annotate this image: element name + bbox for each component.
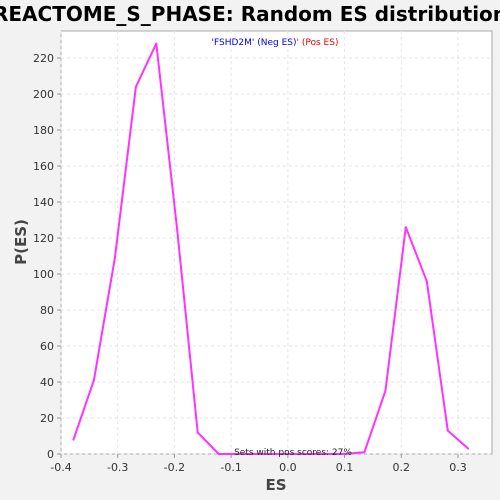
x-tick-label: -0.4 [50,461,71,474]
data-point [92,379,95,382]
x-tick-label: -0.2 [164,461,185,474]
data-point [363,451,366,454]
chart-legend: 'FSHD2M' (Neg ES)' (Pos ES) [212,38,339,48]
x-tick-label: 0.1 [336,461,354,474]
data-point [72,438,75,441]
y-tick-label: 180 [33,124,54,137]
y-tick-label: 200 [33,88,54,101]
legend-pos-es: ' (Pos ES) [297,38,339,48]
y-axis-ticks: 0 20 40 60 80 100 120 140 160 180 200 220 [33,52,61,461]
y-tick-label: 80 [40,304,54,317]
plot-area [60,30,493,455]
data-point [259,453,262,455]
x-tick-label: -0.3 [107,461,128,474]
pos-scores-annotation: Sets with pos scores: 27% [234,448,352,458]
data-point [238,453,241,455]
y-tick-label: 140 [33,196,54,209]
data-point [280,453,283,455]
data-point [384,390,387,392]
x-tick-label: 0.2 [393,461,411,474]
data-point [446,429,449,432]
chart-title: REACTOME_S_PHASE: Random ES distribution [0,2,500,26]
series-line [72,42,469,455]
data-point [113,256,116,259]
x-axis-ticks: -0.4 -0.3 -0.2 -0.1 0.0 0.1 0.2 0.3 [50,454,467,474]
data-point [321,453,324,455]
legend-neg-es: 'FSHD2M' (Neg ES) [212,38,297,48]
y-tick-label: 120 [33,232,54,245]
data-point [176,229,179,232]
y-tick-label: 20 [40,412,54,425]
data-point [196,431,199,434]
data-point [467,447,470,450]
y-axis-label: P(ES) [12,219,30,265]
data-point [404,226,407,229]
x-tick-label: -0.1 [220,461,241,474]
x-axis-label: ES [265,476,286,494]
x-tick-label: 0.3 [449,461,467,474]
y-tick-label: 0 [47,448,54,461]
x-tick-label: 0.0 [279,461,297,474]
y-tick-label: 220 [33,52,54,65]
data-point [425,280,428,283]
data-point [155,42,158,45]
data-point [217,453,220,455]
data-point [301,453,304,455]
y-tick-label: 60 [40,340,54,353]
y-tick-label: 160 [33,160,54,173]
series-group [72,42,470,455]
data-point [134,85,137,88]
y-tick-label: 100 [33,268,54,281]
y-tick-label: 40 [40,376,54,389]
data-point [342,453,345,455]
